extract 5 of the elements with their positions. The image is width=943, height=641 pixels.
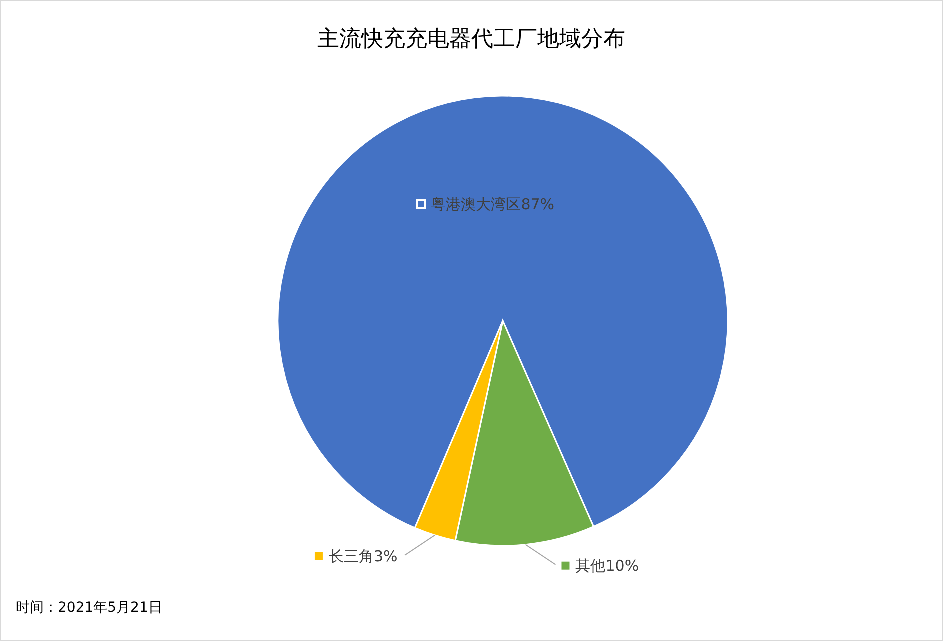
- legend-label: 粤港澳大湾区87%: [431, 196, 555, 214]
- legend-label: 其他10%: [576, 556, 640, 575]
- text: 时间：2021年5月21日: [16, 600, 162, 616]
- legend-label: 长三角3%: [328, 547, 398, 566]
- chart-title: 主流快充充电器代工厂地域分布: [318, 27, 626, 52]
